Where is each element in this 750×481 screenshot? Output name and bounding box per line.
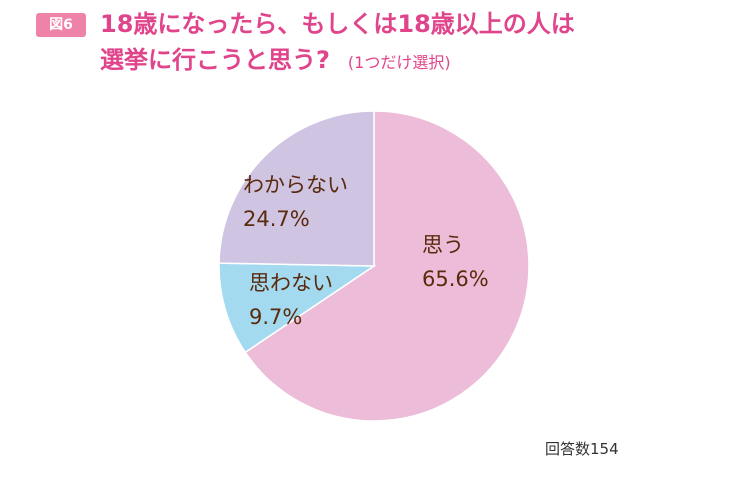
slice-value-label-3: 24.7% xyxy=(243,207,310,231)
slice-name-label-3: わからない xyxy=(243,173,348,197)
slice-name-label-1: 思う xyxy=(422,233,464,257)
slice-value-label-1: 65.6% xyxy=(422,267,489,291)
title-line-1: 18歳になったら、もしくは18歳以上の人は xyxy=(100,10,575,38)
title-note: (1つだけ選択) xyxy=(347,53,451,72)
response-count: 回答数154 xyxy=(545,440,619,458)
slice-value-label-2: 9.7% xyxy=(249,305,302,329)
pie-slice-2 xyxy=(218,262,377,354)
chart-title: 18歳になったら、もしくは18歳以上の人は 選挙に行こうと思う? (1つだけ選択) xyxy=(100,6,700,81)
title-line-2: 選挙に行こうと思う? xyxy=(100,46,330,74)
pie-slice-1 xyxy=(244,110,530,422)
figure-badge: 図6 xyxy=(36,13,86,37)
slice-name-label-2: 思わない xyxy=(249,271,333,295)
pie-slice-3 xyxy=(218,110,375,267)
title-line-2-wrap: 選挙に行こうと思う? (1つだけ選択) xyxy=(100,42,700,81)
